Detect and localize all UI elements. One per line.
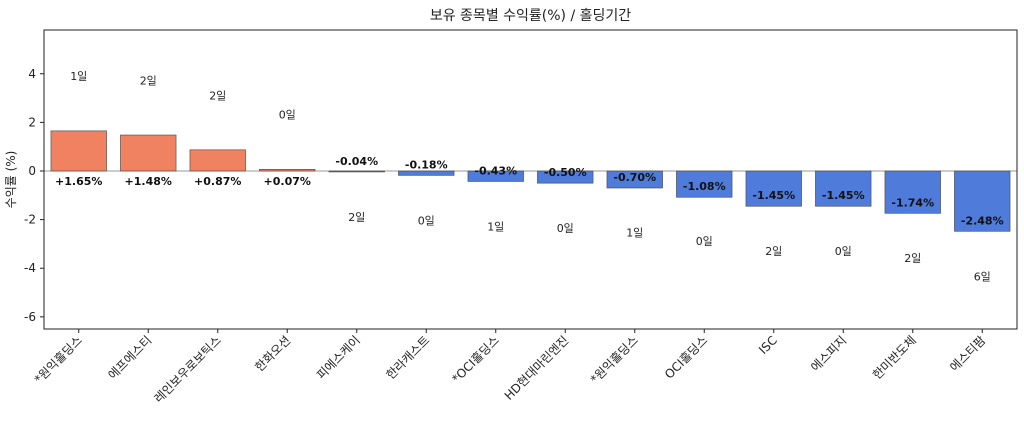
bar-14 bbox=[954, 170, 1011, 232]
bar-8 bbox=[537, 170, 594, 184]
holding-label-9: 1일 bbox=[626, 226, 643, 240]
value-label-13: -1.74% bbox=[891, 196, 934, 209]
bar-3 bbox=[189, 149, 246, 172]
holding-label-2: 2일 bbox=[140, 74, 157, 88]
x-tick-label-10: OCI홀딩스 bbox=[662, 333, 710, 381]
holding-label-13: 2일 bbox=[904, 251, 921, 265]
holding-labels: 1일 2일 2일 0일 2일 0일 1일 0일 1일 0일 2일 0일 2일 6일 bbox=[70, 69, 991, 284]
bar-1 bbox=[50, 130, 107, 172]
bar-9 bbox=[606, 170, 663, 189]
x-tick-label-2: 에프에스티 bbox=[105, 333, 154, 382]
y-tick-label-3: -2 bbox=[24, 213, 36, 227]
holding-label-11: 2일 bbox=[765, 244, 782, 258]
value-label-6: -0.18% bbox=[405, 158, 448, 171]
value-label-12: -1.45% bbox=[822, 189, 865, 202]
holding-label-8: 0일 bbox=[557, 221, 574, 235]
y-tick-label-6: 4 bbox=[28, 67, 36, 81]
bar-5 bbox=[328, 170, 385, 173]
x-tick-label-3: 레인보우로보틱스 bbox=[152, 333, 224, 405]
bar-12 bbox=[815, 170, 872, 207]
bar-6 bbox=[398, 170, 455, 176]
x-tick-label-7: *OCI홀딩스 bbox=[449, 333, 502, 386]
y-tick-label-5: 2 bbox=[28, 115, 36, 129]
value-labels: +1.65% +1.48% +0.87% +0.07% -0.04% -0.18% -0.4… bbox=[55, 155, 1004, 227]
value-label-1: +1.65% bbox=[55, 175, 102, 188]
value-label-10: -1.08% bbox=[683, 180, 726, 193]
bar-4 bbox=[259, 168, 316, 172]
value-label-8: -0.50% bbox=[544, 166, 587, 179]
x-tick-label-14: 에스티팜 bbox=[947, 333, 988, 374]
x-tick-label-11: ISC bbox=[756, 333, 780, 357]
value-label-7: -0.43% bbox=[474, 164, 517, 177]
bars bbox=[50, 130, 1011, 232]
holding-label-1: 1일 bbox=[70, 69, 87, 83]
holding-label-6: 0일 bbox=[418, 213, 435, 227]
y-tick-label-1: -6 bbox=[24, 310, 36, 324]
bar-7 bbox=[467, 170, 524, 182]
value-label-3: +0.87% bbox=[194, 175, 241, 188]
x-tick-label-5: 피에스케이 bbox=[314, 333, 363, 382]
value-label-14: -2.48% bbox=[961, 214, 1004, 227]
x-tick-label-4: 한화오션 bbox=[252, 333, 293, 374]
value-label-9: -0.70% bbox=[613, 171, 656, 184]
holding-label-10: 0일 bbox=[696, 234, 713, 248]
holding-label-14: 6일 bbox=[974, 269, 991, 283]
bar-13 bbox=[884, 170, 941, 214]
bar-2 bbox=[120, 134, 177, 172]
value-label-2: +1.48% bbox=[125, 175, 172, 188]
value-label-5: -0.04% bbox=[335, 155, 378, 168]
value-label-4: +0.07% bbox=[264, 175, 311, 188]
chart-title: 보유 종목별 수익률(%) / 홀딩기간 bbox=[430, 8, 631, 24]
x-tick-label-8: HD현대마린엔진 bbox=[502, 333, 572, 403]
x-tick-label-13: 한미반도체 bbox=[870, 333, 919, 382]
holding-label-5: 2일 bbox=[348, 210, 365, 224]
bar-11 bbox=[745, 170, 802, 207]
holding-label-7: 1일 bbox=[487, 220, 504, 234]
plot-frame bbox=[43, 29, 1018, 330]
y-axis: -6 -4 -2 0 2 4 bbox=[24, 67, 44, 324]
bar-10 bbox=[676, 170, 733, 198]
x-tick-label-1: *원익홀딩스 bbox=[32, 333, 85, 386]
y-axis-label: 수익률 (%) bbox=[4, 151, 18, 209]
x-tick-label-9: *원익홀딩스 bbox=[588, 333, 641, 386]
x-tick-label-12: 에스피지 bbox=[808, 333, 849, 374]
value-label-11: -1.45% bbox=[752, 189, 795, 202]
holding-label-3: 2일 bbox=[209, 88, 226, 102]
holding-label-12: 0일 bbox=[835, 244, 852, 258]
y-tick-label-4: 0 bbox=[28, 164, 36, 178]
y-tick-label-2: -4 bbox=[24, 261, 36, 275]
holding-label-4: 0일 bbox=[279, 108, 296, 122]
x-tick-label-6: 한라캐스트 bbox=[383, 333, 432, 382]
